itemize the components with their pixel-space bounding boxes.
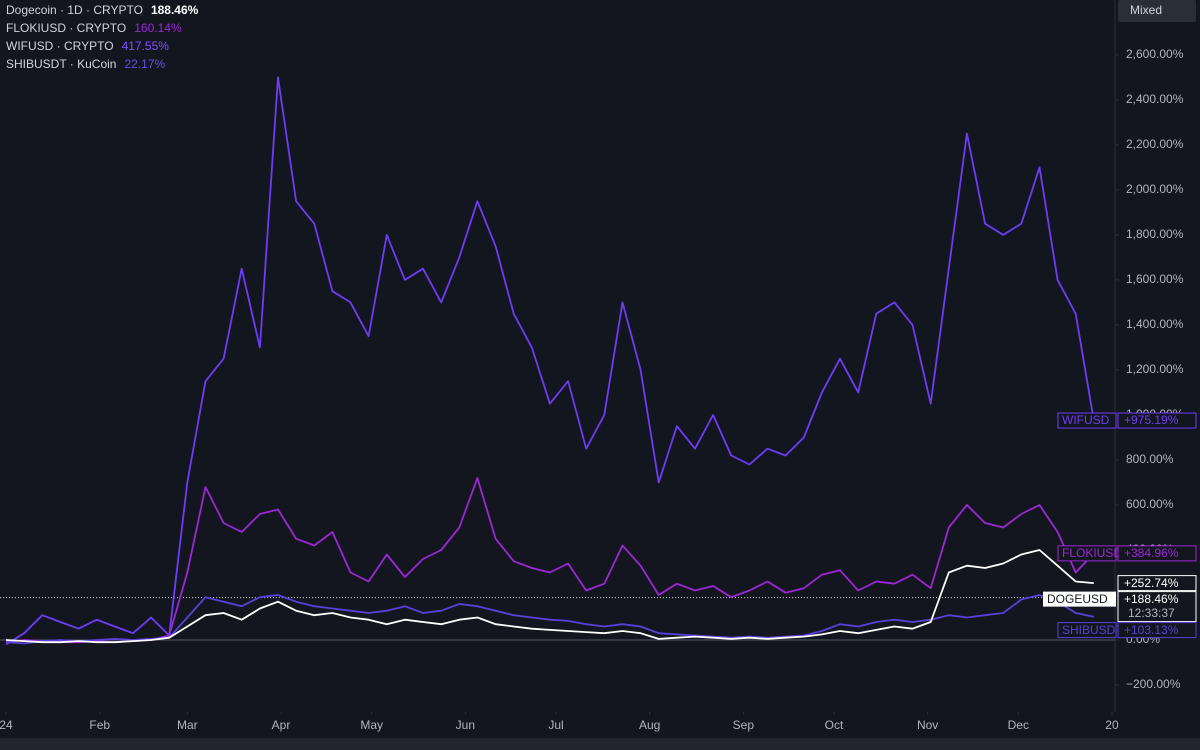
price-name: DOGEUSD (1047, 592, 1108, 606)
price-name-badge (1043, 591, 1116, 607)
x-tick-label: May (360, 718, 383, 732)
y-tick-label: 800.00% (1126, 452, 1174, 466)
legend-value: 160.14% (134, 21, 182, 35)
x-tick-label: Feb (89, 718, 110, 732)
y-tick-label: 600.00% (1126, 497, 1174, 511)
series-name: WIFUSD (1062, 413, 1110, 427)
legend-value: 417.55% (122, 39, 170, 53)
y-tick-label: 1,200.00% (1126, 362, 1184, 376)
x-tick-label: Aug (639, 718, 660, 732)
price-value-badge (1117, 591, 1197, 623)
series-name: FLOKIUSD (1062, 546, 1122, 560)
x-tick-label: Oct (825, 718, 844, 732)
y-tick-label: −200.00% (1126, 677, 1181, 691)
value-label: +384.96% (1124, 546, 1179, 560)
legend-name: Dogecoin · 1D · CRYPTO (6, 3, 143, 17)
series-name-badge (1057, 622, 1117, 639)
mode-button[interactable] (1118, 0, 1196, 22)
x-tick-label: Jun (456, 718, 475, 732)
price-countdown: 12:33:37 (1128, 606, 1175, 620)
value-badge (1117, 575, 1197, 592)
x-tick-label: 24 (0, 718, 13, 732)
value-label: +103.13% (1124, 623, 1179, 637)
series-line (5, 594, 1094, 645)
legend-name: SHIBUSDT · KuCoin (6, 57, 116, 71)
y-tick-label: 2,200.00% (1126, 137, 1184, 151)
value-badge (1117, 622, 1197, 639)
value-badge (1117, 412, 1197, 429)
value-label: +975.19% (1124, 413, 1179, 427)
legend-value: 188.46% (151, 3, 199, 17)
legend-name: WIFUSD · CRYPTO (6, 39, 114, 53)
series-name: SHIBUSDT (1062, 623, 1123, 637)
series-name-badge (1057, 412, 1117, 429)
value-label: +252.74% (1124, 576, 1179, 590)
x-tick-label: Mar (177, 718, 198, 732)
y-tick-label: 1,800.00% (1126, 227, 1184, 241)
legend-name: FLOKIUSD · CRYPTO (6, 21, 126, 35)
y-tick-label: 2,400.00% (1126, 92, 1184, 106)
value-badge (1117, 545, 1197, 562)
y-tick-label: 1,600.00% (1126, 272, 1184, 286)
series-name-badge (1057, 545, 1117, 562)
bottom-strip (0, 738, 1200, 750)
series-line (5, 549, 1094, 644)
x-tick-label: Jul (548, 718, 563, 732)
x-tick-label: Nov (917, 718, 938, 732)
y-tick-label: 2,600.00% (1126, 47, 1184, 61)
price-value: +188.46% (1124, 592, 1179, 606)
x-tick-label: Sep (733, 718, 755, 732)
series-line (5, 477, 1095, 644)
series-line (5, 76, 1095, 646)
x-tick-label: Apr (272, 718, 291, 732)
x-tick-label: 20 (1105, 718, 1119, 732)
y-tick-label: 2,000.00% (1126, 182, 1184, 196)
legend-value: 22.17% (124, 57, 165, 71)
mode-button-label[interactable]: Mixed (1130, 3, 1162, 17)
y-tick-label: 1,400.00% (1126, 317, 1184, 331)
x-tick-label: Dec (1008, 718, 1029, 732)
